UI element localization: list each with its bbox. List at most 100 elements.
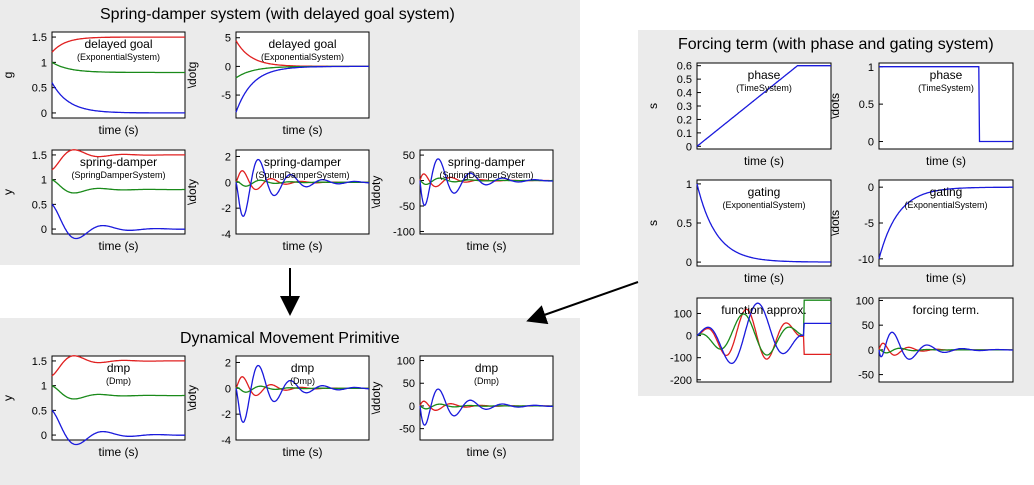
y-tick-label: 0.5 xyxy=(32,405,47,417)
series-line-blue xyxy=(235,364,369,424)
y-tick-label: -4 xyxy=(221,229,231,241)
y-tick-label: 0 xyxy=(225,383,231,395)
y-tick-label: 1.5 xyxy=(32,32,47,44)
plot-phase-s: 0 0.1 0.2 0.3 0.4 0.5 0.6 phase (TimeSystem) time… xyxy=(646,61,832,168)
plot-subtitle: (ExponentialSystem) xyxy=(77,52,160,62)
y-tick-label: 0 xyxy=(686,331,692,343)
plot-phase-dots: 0 0.5 1 phase (TimeSystem) time (s) \dots xyxy=(828,62,1014,168)
y-axis-label: \ddoty xyxy=(369,382,383,415)
x-axis-label: time (s) xyxy=(926,154,966,168)
x-axis-label: time (s) xyxy=(744,271,784,285)
y-tick-label: 0 xyxy=(868,345,874,357)
x-axis-label: time (s) xyxy=(99,123,139,137)
y-tick-label: 50 xyxy=(403,150,415,162)
series-line-red xyxy=(51,355,185,377)
y-tick-label: 50 xyxy=(862,320,874,332)
y-tick-label: 2 xyxy=(225,151,231,163)
y-tick-label: 0 xyxy=(686,257,692,269)
plot-subtitle: (TimeSystem) xyxy=(918,83,974,93)
axes-box xyxy=(51,355,186,441)
plot-subtitle: (ExponentialSystem) xyxy=(722,200,805,210)
chart-svg: 0 0.5 1 gating(ExponentialSystem) time (s) s xyxy=(646,179,832,285)
y-tick-label: -4 xyxy=(221,435,231,447)
plot-spring-damper-ddoty: -100 -50 0 50 spring-damper (SpringDamperSyst… xyxy=(369,149,554,253)
y-tick-label: 1.5 xyxy=(32,150,47,162)
y-axis-label: \ddoty xyxy=(369,176,383,209)
y-tick-label: 1 xyxy=(868,62,874,74)
plot-subtitle: (Dmp) xyxy=(290,376,315,386)
plot-title: gating xyxy=(930,185,963,199)
series-line-blue xyxy=(51,409,185,446)
y-tick-label: 0 xyxy=(225,177,231,189)
plot-dmp-y: 0 0.5 1 1.5 dmp (Dmp) time (s) y xyxy=(1,355,186,459)
plot-subtitle: (Dmp) xyxy=(106,376,131,386)
chart-svg: -4 -2 0 2 dmp(Dmp) time (s) \doty xyxy=(185,355,370,459)
axes-box xyxy=(51,149,186,235)
series-line-green xyxy=(51,61,185,74)
plot-title: forcing term. xyxy=(913,303,980,317)
series-line-blue xyxy=(696,183,831,263)
y-tick-label: 0.1 xyxy=(677,128,692,140)
y-tick-label: 0.5 xyxy=(32,83,47,95)
y-tick-label: 100 xyxy=(674,308,692,320)
plot-title: dmp xyxy=(107,361,131,375)
plot-subtitle: (Dmp) xyxy=(474,376,499,386)
series-line-red xyxy=(696,308,831,360)
plot-delayed-goal-dotg: -5 0 5 delayed goal (ExponentialSystem) time … xyxy=(185,31,370,137)
y-axis-label: \doty xyxy=(185,385,199,411)
plot-subtitle: (ExponentialSystem) xyxy=(261,52,344,62)
y-tick-label: 5 xyxy=(225,33,231,45)
y-tick-label: -2 xyxy=(221,203,231,215)
y-tick-label: 50 xyxy=(403,378,415,390)
x-axis-label: time (s) xyxy=(283,445,323,459)
series-line-red xyxy=(51,36,185,53)
y-tick-label: -200 xyxy=(670,375,692,387)
plot-subtitle: (TimeSystem) xyxy=(736,83,792,93)
axes-box xyxy=(696,179,832,267)
series-line-blue xyxy=(51,82,185,114)
y-axis-label: g xyxy=(1,72,15,79)
axes-box xyxy=(878,62,1014,150)
x-axis-label: time (s) xyxy=(926,271,966,285)
x-axis-label: time (s) xyxy=(467,239,507,253)
plot-title: phase xyxy=(748,68,781,82)
forcing-term-title: Forcing term (with phase and gating syst… xyxy=(678,36,994,53)
plot-title: function approx. xyxy=(721,303,806,317)
x-axis-label: time (s) xyxy=(99,239,139,253)
chart-svg: -10 -5 0 gating(ExponentialSystem) time (s) \… xyxy=(828,179,1014,285)
y-axis-label: \doty xyxy=(185,179,199,205)
plot-dmp-doty: -4 -2 0 2 dmp (Dmp) time (s) \doty xyxy=(185,355,370,459)
plot-spring-damper-y: 0 0.5 1 1.5 spring-damper (SpringDamperSystem… xyxy=(1,149,186,253)
y-tick-label: -100 xyxy=(670,353,692,365)
chart-svg: 0 0.5 1 1.5 spring-damper(SpringDamperSystem… xyxy=(1,149,186,253)
plot-subtitle: (SpringDamperSystem) xyxy=(439,170,533,180)
series-line-green xyxy=(696,299,831,356)
y-tick-label: 1 xyxy=(686,179,692,191)
y-tick-label: 0.5 xyxy=(677,74,692,86)
y-tick-label: 0 xyxy=(41,108,47,120)
plot-spring-damper-doty: -4 -2 0 2 spring-damper (SpringDamperSystem) t… xyxy=(185,149,370,253)
y-axis-label: y xyxy=(1,395,15,401)
y-tick-label: 1 xyxy=(41,175,47,187)
y-axis-label: \dots xyxy=(828,93,842,119)
y-tick-label: 0.5 xyxy=(32,199,47,211)
y-tick-label: 0 xyxy=(225,61,231,73)
y-axis-label: \dotg xyxy=(185,62,199,89)
plot-title: dmp xyxy=(291,361,315,375)
plot-forcing-term: -50 0 50 100 forcing term. xyxy=(856,295,1014,383)
x-axis-label: time (s) xyxy=(99,445,139,459)
y-tick-label: 0 xyxy=(868,182,874,194)
chart-svg: 0 0.5 1 phase(TimeSystem) time (s) \dots xyxy=(828,62,1014,168)
series-line-blue xyxy=(696,65,831,147)
arrow-left xyxy=(526,281,639,325)
plot-title: spring-damper xyxy=(264,155,341,169)
y-tick-label: 1.5 xyxy=(32,356,47,368)
y-tick-label: 0.6 xyxy=(677,61,692,73)
dmp-title: Dynamical Movement Primitive xyxy=(180,330,400,347)
plot-dmp-ddoty: -50 0 50 100 dmp (Dmp) time (s) \ddoty xyxy=(369,355,554,459)
series-line-blue xyxy=(419,158,553,207)
plot-title: spring-damper xyxy=(448,155,525,169)
spring-damper-title: Spring-damper system (with delayed goal … xyxy=(100,6,455,23)
y-tick-label: 0 xyxy=(409,176,415,188)
chart-svg: -200 -100 0 100 function approx. xyxy=(670,297,832,387)
